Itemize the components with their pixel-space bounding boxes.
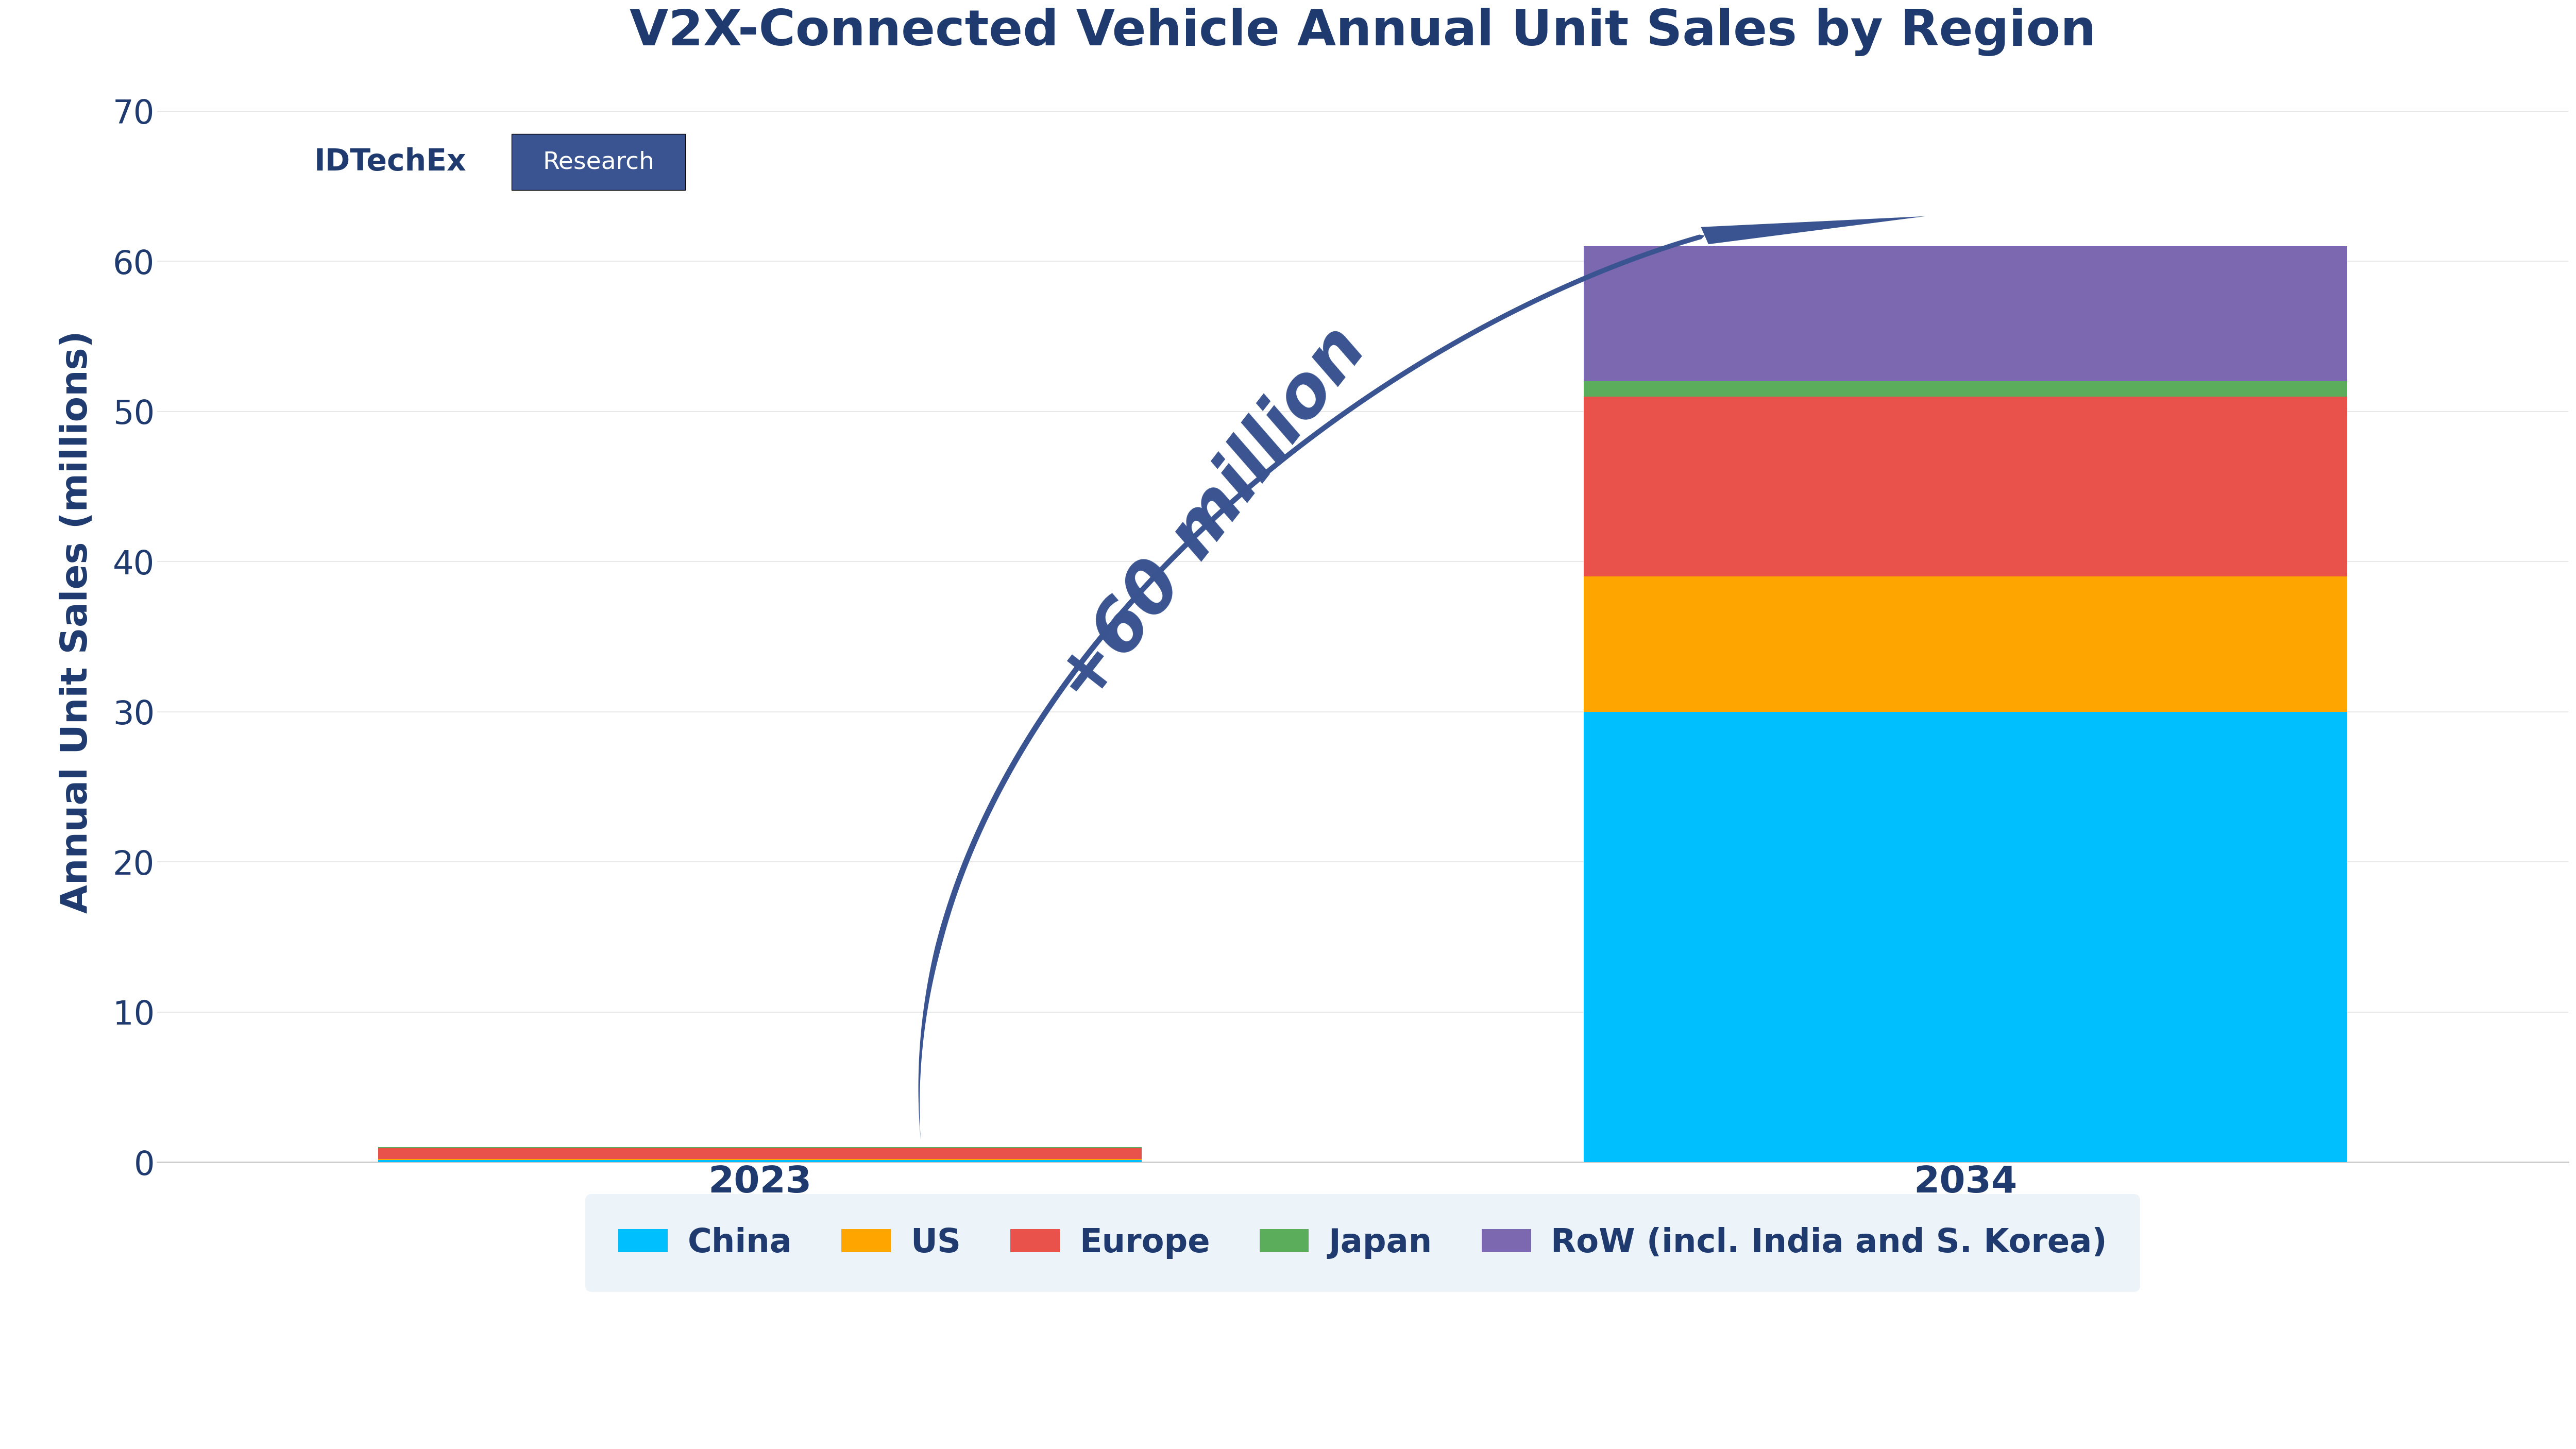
Text: Research: Research [544,151,654,174]
Bar [379,1161,1141,1162]
Y-axis label: Annual Unit Sales (millions): Annual Unit Sales (millions) [59,330,95,913]
Bar [1584,246,2347,381]
FancyBboxPatch shape [513,135,685,190]
Bar [379,1148,1141,1159]
Bar [1584,381,2347,397]
Legend: China, US, Europe, Japan, RoW (incl. India and S. Korea): China, US, Europe, Japan, RoW (incl. Ind… [585,1194,2141,1291]
Text: IDTechEx: IDTechEx [314,148,466,177]
Text: +60 million: +60 million [1043,314,1381,719]
Title: V2X-Connected Vehicle Annual Unit Sales by Region: V2X-Connected Vehicle Annual Unit Sales … [629,7,2097,57]
Bar [1584,397,2347,577]
Bar [1584,577,2347,711]
Polygon shape [920,216,1924,1140]
Bar [1584,711,2347,1162]
